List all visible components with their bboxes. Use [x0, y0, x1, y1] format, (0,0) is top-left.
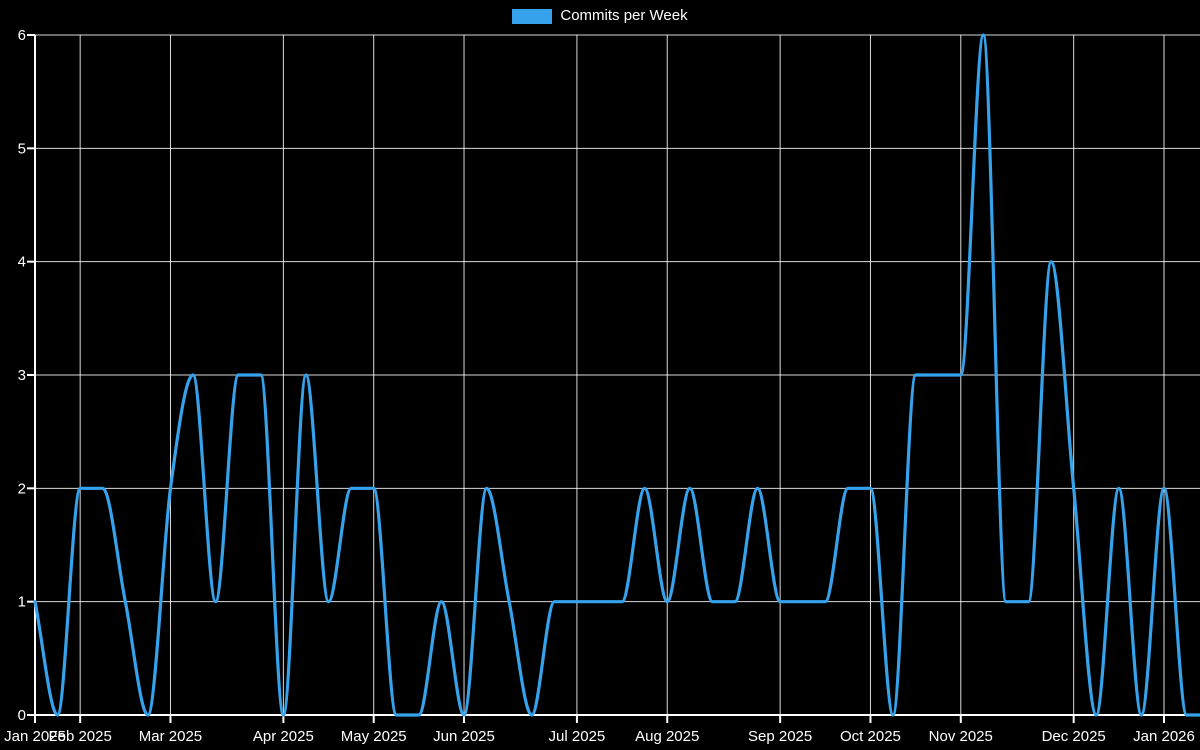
y-axis-label: 5 — [18, 140, 26, 157]
legend-swatch — [512, 8, 553, 24]
x-axis-label: Jan 2026 — [1133, 728, 1195, 745]
x-axis-label: Dec 2025 — [1042, 728, 1106, 745]
y-axis-label: 2 — [18, 480, 26, 497]
y-axis-label: 0 — [18, 707, 26, 724]
x-axis-label: Aug 2025 — [635, 728, 699, 745]
x-axis-label: Mar 2025 — [139, 728, 202, 745]
y-axis-label: 3 — [18, 367, 26, 384]
x-axis-label: Oct 2025 — [840, 728, 901, 745]
y-axis-label: 4 — [18, 254, 26, 271]
x-axis-label: Feb 2025 — [48, 728, 111, 745]
x-axis-label: May 2025 — [341, 728, 407, 745]
commits-line — [33, 33, 1200, 717]
legend-label: Commits per Week — [560, 7, 688, 24]
y-axis-label: 6 — [18, 27, 26, 44]
x-axis-label: Apr 2025 — [253, 728, 314, 745]
legend[interactable]: Commits per Week — [0, 7, 1200, 25]
x-axis-label: Nov 2025 — [929, 728, 993, 745]
x-axis-label: Jun 2025 — [433, 728, 495, 745]
x-axis-label: Jul 2025 — [549, 728, 606, 745]
x-axis-label: Jan 2025 — [4, 728, 66, 745]
x-axis-label: Sep 2025 — [748, 728, 812, 745]
y-axis-label: 1 — [18, 594, 26, 611]
